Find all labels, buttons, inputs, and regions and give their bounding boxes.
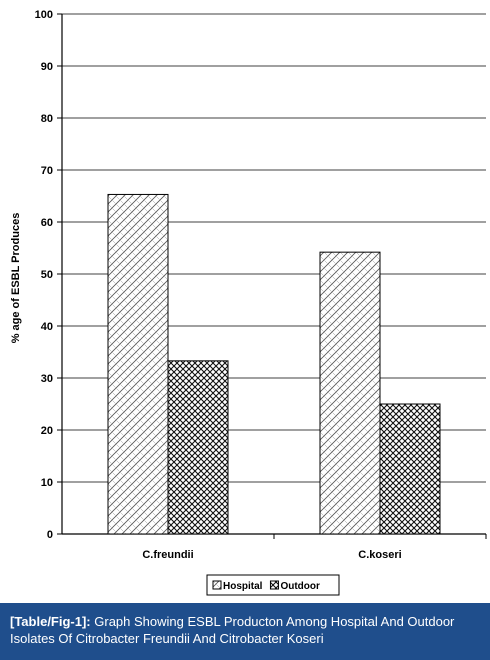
y-tick-label: 10	[41, 477, 53, 489]
legend-label-hospital: Hospital	[223, 581, 263, 592]
bar-outdoor-c-koseri	[379, 403, 441, 535]
legend: Hospital Outdoor	[206, 574, 340, 596]
y-tick-label: 20	[41, 425, 53, 437]
figure-caption: [Table/Fig-1]: Graph Showing ESBL Produc…	[0, 603, 490, 660]
y-tick-label: 90	[41, 61, 53, 73]
bar-hospital-c-koseri	[319, 251, 381, 535]
tick-labels: 0 10 20 30 40 50 60 70 80 90 100 C.freundii C.koseri	[35, 9, 402, 561]
y-tick-label: 40	[41, 321, 53, 333]
legend-label-outdoor: Outdoor	[280, 581, 320, 592]
y-tick-label: 100	[35, 9, 53, 21]
legend-swatch-hospital	[212, 580, 222, 590]
y-tick-label: 50	[41, 269, 53, 281]
bar-outdoor-c-freundii	[167, 360, 229, 535]
y-tick-label: 60	[41, 217, 53, 229]
legend-swatch-outdoor	[269, 580, 279, 590]
x-tick-label: C.koseri	[358, 549, 401, 561]
bar-hospital-c-freundii	[107, 193, 169, 535]
y-tick-label: 80	[41, 113, 53, 125]
y-tick-label: 0	[47, 529, 53, 541]
bars	[107, 193, 441, 535]
bar-chart: 0 10 20 30 40 50 60 70 80 90 100 C.freundii C.koseri…	[10, 9, 487, 596]
caption-tag: [Table/Fig-1]:	[10, 614, 91, 629]
y-tick-label: 30	[41, 373, 53, 385]
y-tick-label: 70	[41, 165, 53, 177]
caption-text: Graph Showing ESBL Producton Among Hospi…	[10, 614, 455, 646]
y-axis-title: % age of ESBL Produces	[10, 213, 22, 344]
x-tick-label: C.freundii	[142, 549, 193, 561]
